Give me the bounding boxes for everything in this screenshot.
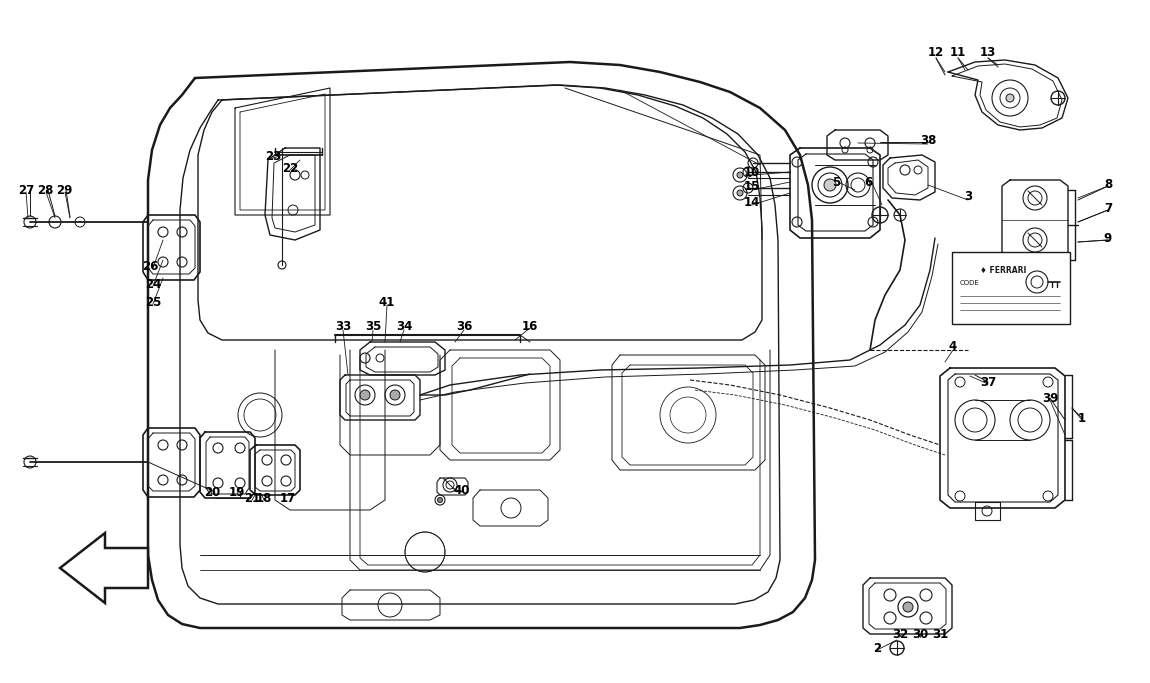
Text: 13: 13 bbox=[980, 46, 996, 59]
Text: 25: 25 bbox=[145, 296, 161, 309]
Text: 18: 18 bbox=[255, 492, 273, 505]
Circle shape bbox=[360, 390, 370, 400]
Text: 23: 23 bbox=[264, 150, 281, 163]
Text: 38: 38 bbox=[920, 135, 936, 148]
Text: 15: 15 bbox=[744, 180, 760, 193]
Text: 3: 3 bbox=[964, 189, 972, 202]
Text: 21: 21 bbox=[244, 492, 260, 505]
Text: 24: 24 bbox=[145, 277, 161, 290]
Text: 37: 37 bbox=[980, 376, 996, 389]
Text: 1: 1 bbox=[1078, 411, 1086, 425]
Text: 19: 19 bbox=[229, 486, 245, 499]
Text: 35: 35 bbox=[365, 320, 381, 333]
Text: 17: 17 bbox=[279, 492, 297, 505]
Polygon shape bbox=[60, 533, 148, 603]
Text: 41: 41 bbox=[378, 296, 396, 309]
Text: 7: 7 bbox=[1104, 201, 1112, 214]
Text: 14: 14 bbox=[744, 195, 760, 208]
Text: 39: 39 bbox=[1042, 391, 1058, 404]
Text: 20: 20 bbox=[204, 486, 220, 499]
Text: 29: 29 bbox=[56, 184, 72, 197]
Circle shape bbox=[390, 390, 400, 400]
Text: 2: 2 bbox=[873, 641, 881, 654]
Text: CODE: CODE bbox=[960, 280, 980, 286]
Text: ♦ FERRARI: ♦ FERRARI bbox=[980, 266, 1027, 275]
Text: 40: 40 bbox=[454, 484, 470, 497]
Circle shape bbox=[903, 602, 913, 612]
Text: 32: 32 bbox=[892, 628, 908, 641]
Text: 33: 33 bbox=[335, 320, 351, 333]
Text: 10: 10 bbox=[744, 165, 760, 178]
Text: 8: 8 bbox=[1104, 178, 1112, 191]
Bar bbox=[952, 252, 1070, 324]
Text: 11: 11 bbox=[950, 46, 966, 59]
Text: 26: 26 bbox=[141, 260, 159, 273]
Text: 36: 36 bbox=[455, 320, 473, 333]
Text: 27: 27 bbox=[18, 184, 34, 197]
Circle shape bbox=[737, 190, 743, 196]
Text: 16: 16 bbox=[522, 320, 538, 333]
Circle shape bbox=[437, 497, 443, 503]
Text: 31: 31 bbox=[932, 628, 948, 641]
Text: 9: 9 bbox=[1104, 232, 1112, 245]
Text: 22: 22 bbox=[282, 161, 298, 174]
Text: 6: 6 bbox=[864, 176, 872, 189]
Circle shape bbox=[737, 172, 743, 178]
Circle shape bbox=[1006, 94, 1014, 102]
Circle shape bbox=[825, 179, 836, 191]
Text: 34: 34 bbox=[396, 320, 412, 333]
Text: 30: 30 bbox=[912, 628, 928, 641]
Text: 28: 28 bbox=[37, 184, 53, 197]
Text: 4: 4 bbox=[949, 341, 957, 354]
Text: 5: 5 bbox=[831, 176, 841, 189]
Text: 12: 12 bbox=[928, 46, 944, 59]
